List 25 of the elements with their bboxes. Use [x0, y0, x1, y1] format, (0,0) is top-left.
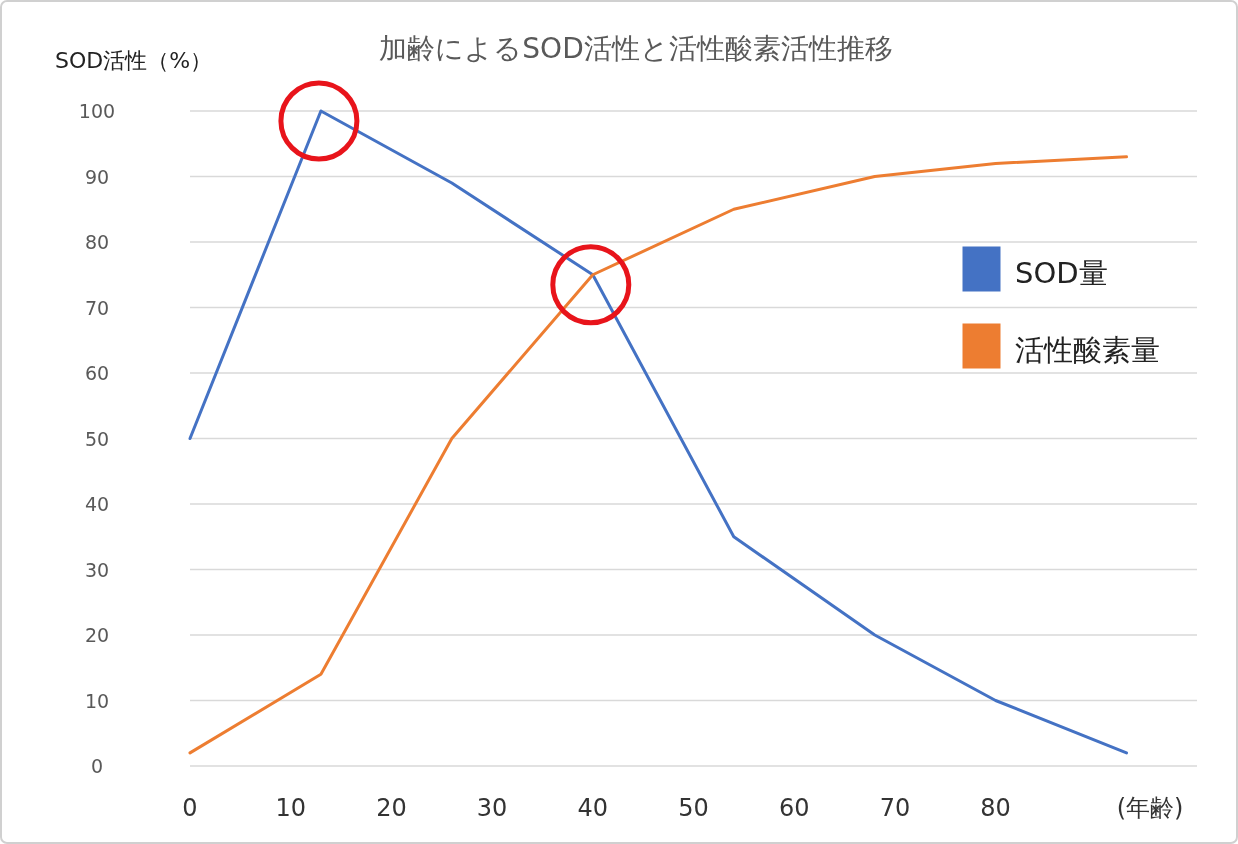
x-tick-label: 70 [879, 794, 911, 822]
y-tick-label: 50 [84, 427, 110, 450]
x-tick-label: 80 [980, 794, 1011, 822]
x-tick-label: 40 [577, 794, 609, 822]
chart-title: 加齢によるSOD活性と活性酸素活性推移 [379, 32, 893, 65]
y-axis-title: SOD活性（%） [55, 48, 213, 73]
x-tick-label: 50 [678, 794, 709, 822]
y-tick-label: 10 [84, 689, 110, 712]
y-tick-label: 90 [84, 165, 110, 188]
y-tick-label: 20 [84, 624, 110, 646]
x-tick-label: 30 [476, 794, 508, 822]
x-tick-label: 10 [275, 794, 306, 822]
x-axis-title: (年齢) [1116, 794, 1184, 822]
y-tick-label: 0 [90, 755, 104, 777]
x-tick-label: 60 [778, 794, 810, 822]
y-tick-label: 70 [84, 296, 110, 319]
legend-label: 活性酸素量 [1015, 333, 1160, 367]
x-tick-label: 20 [376, 794, 407, 822]
y-tick-label: 80 [84, 231, 110, 253]
y-tick-label: 60 [84, 362, 110, 384]
y-tick-label: 100 [78, 100, 116, 122]
y-tick-label: 40 [84, 493, 110, 515]
legend-label: SOD量 [1015, 256, 1108, 290]
x-tick-label: 0 [182, 794, 198, 822]
y-tick-label: 30 [84, 558, 110, 581]
